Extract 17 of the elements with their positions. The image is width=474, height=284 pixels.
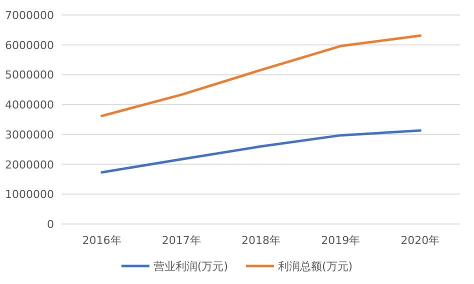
- line-series: [100, 129, 422, 174]
- line-series: [100, 34, 422, 118]
- y-tick-label: 4000000: [5, 98, 54, 112]
- y-tick-label: 1000000: [5, 188, 54, 202]
- x-tick-label: 2019年: [321, 234, 360, 247]
- x-tick-label: 2020年: [400, 234, 440, 247]
- x-tick-label: 2016年: [82, 234, 122, 247]
- x-tick-label: 2018年: [242, 234, 280, 247]
- x-tick-label: 2017年: [162, 234, 201, 247]
- y-tick-label: 3000000: [5, 128, 54, 142]
- y-tick-label: 2000000: [5, 158, 54, 172]
- y-tick-label: 7000000: [5, 9, 54, 22]
- y-tick-label: 5000000: [5, 68, 54, 82]
- y-tick-label: 6000000: [5, 38, 54, 52]
- legend-label: 营业利润(万元): [153, 260, 228, 273]
- y-tick-label: 0: [47, 218, 54, 231]
- legend-label: 利润总额(万元): [278, 260, 353, 273]
